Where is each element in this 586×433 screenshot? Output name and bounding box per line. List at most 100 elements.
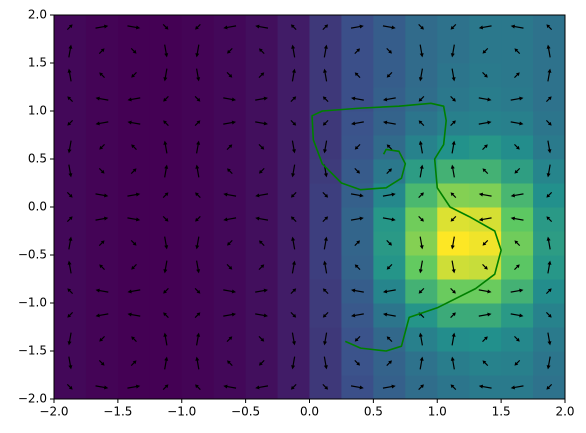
quiver-arrow [418,23,424,30]
y-tick-label: −1.5 [18,344,47,358]
quiver-arrow [258,359,265,366]
quiver-arrow [195,356,200,370]
quiver-arrow [386,239,392,246]
quiver-arrow [68,164,73,178]
quiver-arrow [354,72,361,79]
quiver-arrow [291,140,296,154]
quiver-arrow [510,288,524,293]
quiver-arrow [382,120,396,125]
quiver-arrow [66,216,73,223]
quiver-arrow [66,383,73,390]
quiver-arrow [451,140,456,154]
quiver-arrow [482,263,488,270]
quiver-arrow [196,68,201,82]
quiver-arrow [510,121,524,126]
quiver-arrow [290,119,297,126]
quiver-arrow [478,25,492,30]
quiver-arrow [162,23,169,30]
quiver-arrow [354,48,361,55]
quiver-arrow [386,168,392,175]
quiver-arrow [226,336,233,343]
quiver-arrow [164,236,169,250]
quiver-arrow [127,120,141,125]
quiver-arrow [99,72,105,79]
quiver-arrow [196,260,201,274]
quiver-arrow [163,95,169,102]
y-tick-label: 2.0 [28,8,47,22]
quiver-arrow [547,68,552,82]
quiver-arrow [227,360,233,367]
quiver-arrow [290,191,297,198]
quiver-arrow [482,168,489,175]
quiver-arrow [95,288,109,293]
quiver-arrow [258,72,265,79]
x-tick-label: 0.0 [300,405,319,419]
quiver-arrow [351,313,364,318]
quiver-arrow [545,311,552,318]
quiver-arrow [68,356,73,370]
quiver-arrow [547,332,552,346]
quiver-arrow [95,216,109,221]
quiver-arrow [386,263,393,270]
quiver-arrow [99,335,105,342]
quiver-arrow [478,384,492,389]
quiver-arrow [386,71,393,78]
line [311,102,502,352]
x-tick-label: −1.5 [103,405,132,419]
quiver-arrow [127,384,141,389]
quiver-arrow [163,287,169,294]
quiver-arrow [163,332,168,346]
quiver-arrow [290,216,297,223]
quiver-arrow [255,96,268,101]
quiver-arrow [354,143,361,150]
quiver-arrow [510,193,524,198]
quiver-arrow [131,263,137,270]
quiver-arrow [482,144,488,151]
quiver-arrow [194,95,201,102]
quiver-arrow [255,121,268,126]
quiver-arrow [546,44,551,58]
quiver-arrow [258,335,265,342]
quiver-arrow [163,140,168,154]
quiver-arrow [95,385,109,390]
quiver-arrow [223,312,237,317]
quiver-arrow [131,71,137,78]
quiver-arrow [514,240,521,247]
quiver-arrow [418,95,425,102]
quiver-arrow [162,384,169,391]
quiver [66,23,553,391]
quiver-arrow [482,71,488,78]
quiver-arrow [547,260,552,274]
quiver-arrow [510,24,524,29]
quiver-arrow [255,24,269,29]
quiver-arrow [194,287,201,294]
quiver-arrow [95,121,109,126]
quiver-arrow [351,288,364,293]
quiver-arrow [223,25,237,30]
quiver-arrow [418,215,424,222]
quiver-arrow [382,217,396,222]
quiver-arrow [482,239,489,246]
quiver-arrow [162,192,169,199]
quiver-arrow [131,144,137,151]
quiver-arrow [450,95,456,102]
quiver-arrow [162,215,169,222]
x-tick-label: 0.5 [364,405,383,419]
quiver-arrow [514,264,520,271]
quiver-arrow [127,312,141,317]
quiver-arrow [546,236,551,250]
quiver-arrow [195,236,200,250]
quiver-arrow [386,360,392,367]
quiver-arrow [67,260,72,274]
quiver-arrow [163,120,169,127]
quiver-arrow [163,260,168,274]
quiver-arrow [290,96,297,103]
quiver-arrow [127,289,141,294]
quiver-arrow [478,289,492,294]
quiver-arrow [322,311,329,318]
quiver-arrow [382,25,396,30]
quiver-arrow [226,263,233,270]
quiver-arrow [350,24,364,29]
quiver-arrow [510,96,524,101]
quiver-arrow [227,47,233,54]
